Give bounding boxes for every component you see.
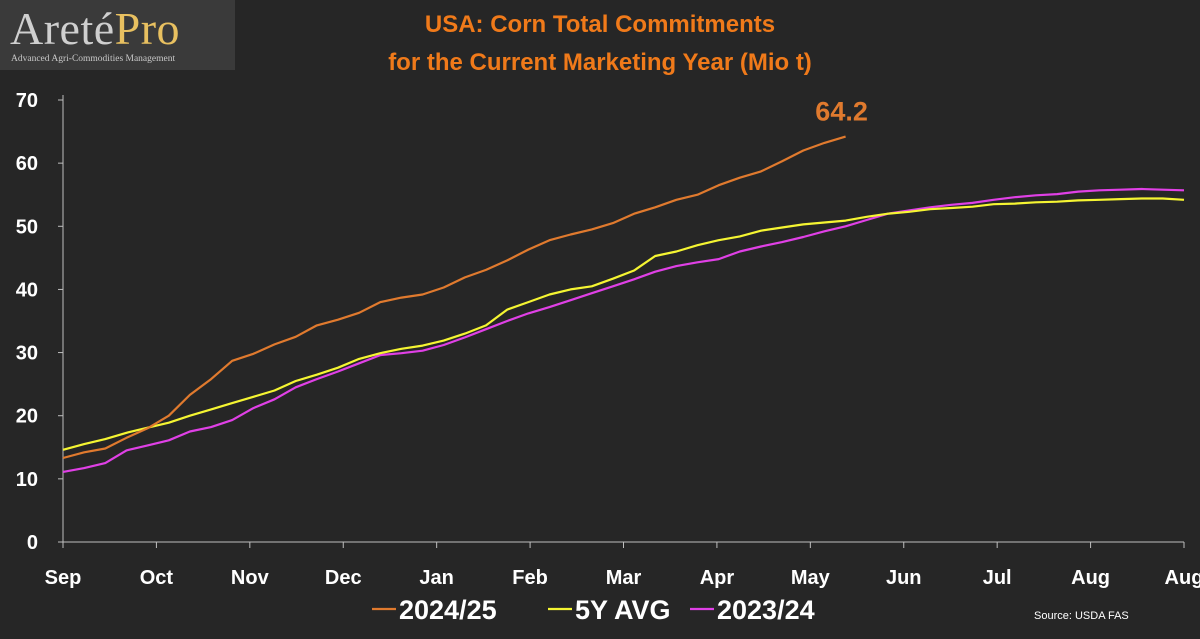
- x-tick-label: Sep: [45, 567, 82, 589]
- chart-title-line-1: USA: Corn Total Commitments: [424, 11, 776, 38]
- x-tick-label: Feb: [512, 567, 548, 589]
- x-tick-label: May: [791, 567, 831, 589]
- x-tick-label: Aug: [1071, 567, 1110, 589]
- x-tick-label: Mar: [606, 567, 642, 589]
- arete-pro-logo: AretéPro Advanced Agri-Commodities Manag…: [0, 0, 235, 70]
- x-tick-label: Nov: [231, 567, 270, 589]
- series-line-2023-24: [62, 187, 1185, 473]
- y-tick-label: 20: [16, 406, 38, 428]
- x-tick-label: Aug: [1165, 567, 1200, 589]
- series-line-5y-avg: [62, 197, 1185, 451]
- series-line-2024-25: [62, 135, 846, 460]
- y-tick-label: 30: [16, 343, 38, 365]
- y-tick-label: 60: [16, 153, 38, 175]
- annotation-label: 64.2: [815, 97, 868, 127]
- legend-label: 2023/24: [717, 595, 815, 625]
- legend-label: 2024/25: [399, 595, 497, 625]
- source-note: Source: USDA FAS: [1034, 610, 1129, 622]
- y-tick-label: 50: [16, 216, 38, 238]
- x-tick-label: Jul: [983, 567, 1012, 589]
- logo-tagline: Advanced Agri-Commodities Management: [11, 54, 176, 64]
- y-tick-label: 70: [16, 90, 38, 112]
- chart-title-line-2: for the Current Marketing Year (Mio t): [388, 49, 812, 76]
- legend-label: 5Y AVG: [575, 595, 671, 625]
- x-tick-label: Jun: [886, 567, 922, 589]
- x-tick-label: Oct: [140, 567, 174, 589]
- y-tick-label: 10: [16, 469, 38, 491]
- x-tick-label: Apr: [700, 567, 735, 589]
- x-tick-label: Jan: [419, 567, 453, 589]
- logo-wordmark: AretéPro: [10, 3, 181, 54]
- x-tick-label: Dec: [325, 567, 362, 589]
- y-tick-label: 40: [16, 279, 38, 301]
- chart-title: USA: Corn Total Commitments for the Curr…: [330, 6, 870, 82]
- y-tick-label: 0: [27, 532, 38, 554]
